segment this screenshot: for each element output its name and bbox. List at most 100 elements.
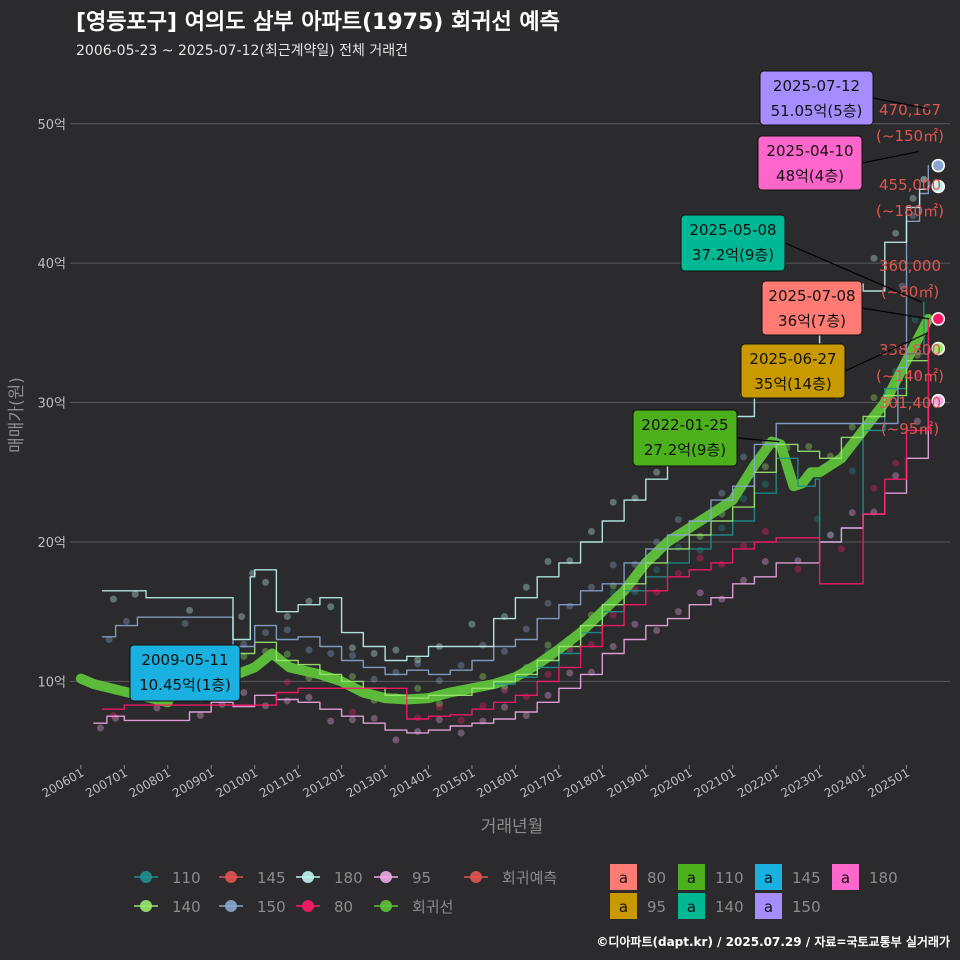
transaction-point — [109, 595, 117, 603]
transaction-point — [718, 489, 726, 497]
transaction-point — [718, 560, 726, 568]
transaction-point — [522, 583, 530, 591]
legend-key-dot — [380, 900, 392, 912]
callout-box — [757, 135, 863, 191]
transaction-point — [609, 643, 617, 651]
transaction-point — [479, 702, 487, 710]
transaction-point — [761, 463, 769, 471]
transaction-point — [740, 495, 748, 503]
legend-item-label: 회귀예측 — [502, 869, 557, 887]
legend-box-label: 150 — [792, 898, 821, 916]
legend-key-box — [832, 864, 859, 890]
x-tick-label: 201701 — [518, 765, 565, 800]
callout-labels: 2009-05-11 10.45억(1층) 2022-01-25 27.2억(9층) 2… — [129, 70, 930, 702]
transaction-point — [870, 394, 878, 402]
x-axis: 2006012007012008012009012010012011012012… — [40, 765, 912, 801]
callout-box — [759, 70, 874, 126]
callout-box — [761, 280, 863, 336]
transaction-point — [305, 597, 313, 605]
transaction-point — [522, 625, 530, 633]
callout-box — [632, 409, 738, 467]
forecast-area-label: (~80㎡) — [881, 283, 939, 301]
transaction-point — [696, 546, 704, 554]
legend-item-label: 95 — [412, 869, 431, 887]
transaction-point — [348, 708, 356, 716]
forecast-marker — [931, 341, 946, 356]
callout-price: 51.05억(5층) — [771, 102, 863, 120]
transaction-point — [435, 700, 443, 708]
legend-key-glyph: a — [687, 869, 696, 887]
transaction-point — [392, 646, 400, 654]
forecast-area-label: (~95㎡) — [881, 420, 939, 438]
transaction-point — [435, 716, 443, 724]
transaction-point — [826, 531, 834, 539]
transaction-point — [501, 703, 509, 711]
y-tick-label: 20억 — [37, 536, 66, 551]
transaction-point — [653, 566, 661, 574]
transaction-point — [674, 569, 682, 577]
forecast-marker — [931, 179, 946, 194]
series-line-140 — [232, 348, 929, 699]
transaction-point — [238, 613, 246, 621]
forecast-price-label: 470,167 — [879, 101, 941, 119]
transaction-point — [913, 417, 921, 425]
x-tick-label: 201601 — [474, 765, 521, 800]
transaction-point — [653, 588, 661, 596]
transaction-point — [283, 697, 291, 705]
callout-price: 36억(7층) — [778, 312, 846, 330]
transaction-point — [522, 712, 530, 720]
callout-leader — [784, 242, 922, 303]
forecast-marker — [931, 393, 946, 408]
y-axis: 10억 20억 30억 40억 50억 — [37, 118, 66, 691]
forecast-price-label: 455,000 — [879, 176, 941, 194]
legend-key-dot — [302, 871, 314, 883]
legend-key-glyph: a — [764, 869, 773, 887]
callout-leader — [861, 151, 919, 164]
transaction-point — [414, 684, 422, 692]
x-tick-label: 202501 — [865, 765, 912, 800]
x-tick-label: 202201 — [735, 765, 782, 800]
transaction-point — [479, 672, 487, 680]
callout-date: 2025-07-12 — [773, 77, 860, 95]
x-tick-label: 201301 — [344, 765, 391, 800]
x-tick-label: 201501 — [431, 765, 478, 800]
forecast-price-label: 301,400 — [879, 394, 941, 412]
transaction-point — [196, 712, 204, 720]
legend-key-box — [755, 864, 782, 890]
forecast-area-label: (~140㎡) — [876, 367, 944, 385]
transaction-point — [370, 714, 378, 722]
callout-date: 2025-07-08 — [768, 287, 855, 305]
callout-date: 2025-05-08 — [689, 221, 776, 239]
x-tick-label: 201201 — [300, 765, 347, 800]
chart-title: [영등포구] 여의도 삼부 아파트(1975) 회귀선 예측 — [76, 10, 560, 35]
transaction-point — [718, 524, 726, 532]
transaction-point — [327, 717, 335, 725]
transaction-point — [609, 561, 617, 569]
y-tick-label: 40억 — [37, 257, 66, 272]
y-axis-label: 매매가(원) — [7, 377, 27, 453]
legend-box-label: 110 — [715, 869, 744, 887]
chart-subtitle: 2006-05-23 ~ 2025-07-12(최근계약일) 전체 거래건 — [76, 43, 408, 59]
transaction-point — [805, 442, 813, 450]
transaction-point — [909, 212, 917, 220]
callout-leader — [872, 97, 930, 110]
legend-key-glyph: a — [619, 869, 628, 887]
transaction-point — [696, 532, 704, 540]
transaction-point — [305, 693, 313, 701]
y-tick-label: 30억 — [37, 397, 66, 412]
x-tick-label: 200601 — [40, 765, 87, 800]
x-tick-label: 202001 — [648, 765, 695, 800]
transaction-point — [892, 459, 900, 467]
legend-key-box — [678, 893, 705, 919]
transaction-point — [587, 583, 595, 591]
transaction-point — [501, 647, 509, 655]
transaction-point — [674, 544, 682, 552]
transaction-point — [522, 693, 530, 701]
legend-key-box — [610, 893, 637, 919]
transaction-point — [609, 611, 617, 619]
transaction-point — [240, 689, 248, 697]
y-tick-label: 50억 — [37, 118, 66, 133]
transaction-point — [892, 229, 900, 237]
transaction-point — [240, 652, 248, 660]
